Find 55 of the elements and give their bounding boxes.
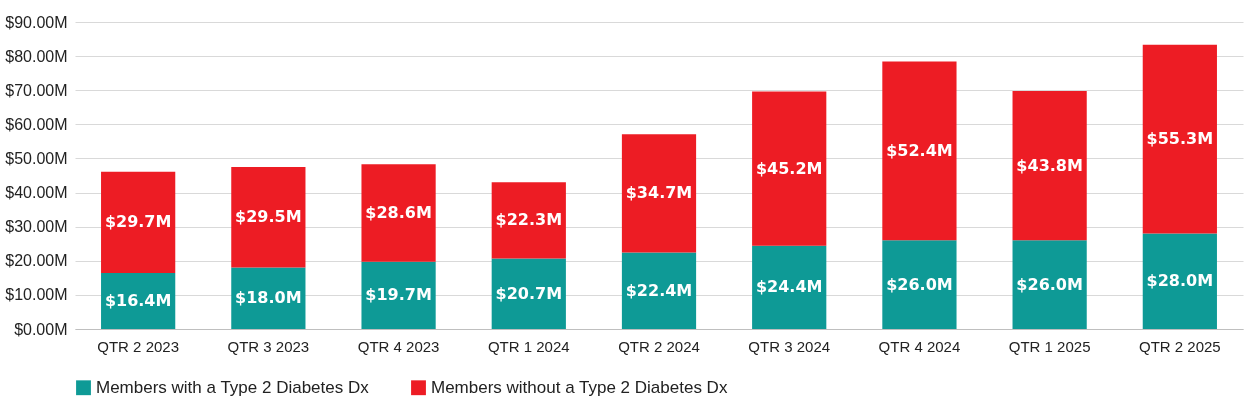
y-tick-label: $30.00M: [5, 218, 68, 236]
y-tick-label: $60.00M: [5, 115, 68, 133]
x-tick-label: QTR 4 2024: [878, 337, 961, 355]
bar: [361, 261, 436, 329]
data-label: $28.0M: [1146, 271, 1214, 291]
bar: [621, 252, 697, 329]
bar: [231, 166, 306, 268]
data-label: $55.3M: [1146, 129, 1214, 149]
data-label: $29.7M: [104, 212, 172, 232]
data-label: $26.0M: [1016, 274, 1083, 294]
y-tick-label: $70.00M: [5, 81, 68, 99]
y-tick-label: $80.00M: [5, 47, 68, 65]
bar: [491, 258, 566, 329]
data-label: $29.5M: [235, 207, 302, 227]
x-tick-label: QTR 2 2023: [97, 337, 180, 355]
legend-label: Members without a Type 2 Diabetes Dx: [431, 377, 728, 397]
bar: [621, 134, 697, 253]
data-label: $16.4M: [104, 291, 172, 311]
data-label: $26.0M: [886, 274, 953, 294]
x-tick-label: QTR 2 2024: [618, 337, 700, 355]
bar: [752, 245, 827, 329]
x-tick-label: QTR 4 2023: [357, 337, 440, 355]
data-label: $20.7M: [495, 283, 563, 303]
data-label: $18.0M: [235, 288, 302, 308]
bar: [1142, 44, 1217, 234]
y-tick-label: $50.00M: [5, 149, 68, 167]
x-tick-label: QTR 2 2025: [1138, 337, 1221, 355]
x-tick-label: QTR 3 2024: [748, 337, 831, 355]
bar: [1012, 240, 1087, 329]
y-tick-label: $0.00M: [14, 320, 68, 338]
bar: [361, 164, 436, 262]
data-label: $45.2M: [755, 158, 823, 178]
y-tick-label: $10.00M: [5, 286, 68, 304]
bar: [491, 182, 566, 259]
y-tick-label: $90.00M: [5, 13, 68, 31]
y-tick-label: $40.00M: [5, 184, 68, 202]
data-label: $28.6M: [365, 203, 432, 223]
bar: [1012, 90, 1087, 241]
data-label: $19.7M: [365, 285, 432, 305]
bar: [1142, 233, 1217, 329]
data-label: $22.4M: [625, 280, 693, 300]
bar: [882, 61, 957, 241]
bar: [882, 240, 957, 329]
data-label: $22.3M: [495, 210, 563, 230]
legend-label: Members with a Type 2 Diabetes Dx: [96, 377, 370, 397]
data-label: $52.4M: [886, 140, 953, 160]
bar: [752, 91, 827, 246]
x-tick-label: QTR 3 2023: [227, 337, 310, 355]
data-label: $34.7M: [625, 183, 693, 203]
x-tick-label: QTR 1 2024: [487, 337, 570, 355]
y-tick-label: $20.00M: [5, 252, 68, 270]
data-label: $24.4M: [755, 277, 823, 297]
x-tick-label: QTR 1 2025: [1008, 337, 1091, 355]
bar: [101, 171, 176, 274]
data-label: $43.8M: [1016, 155, 1083, 175]
